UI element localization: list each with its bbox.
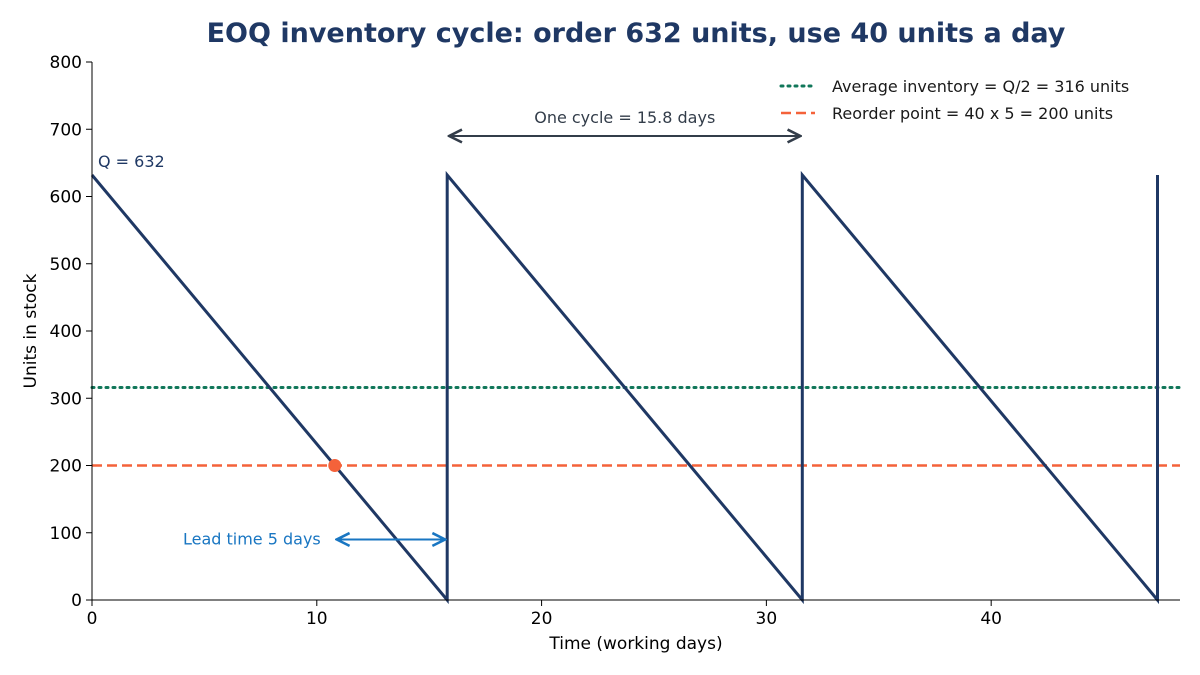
y-tick-label: 100 xyxy=(50,524,82,544)
x-tick-label: 0 xyxy=(87,609,98,629)
x-tick-label: 40 xyxy=(980,609,1002,629)
legend-reorder-label: Reorder point = 40 x 5 = 200 units xyxy=(832,104,1113,123)
legend: Average inventory = Q/2 = 316 units Reor… xyxy=(779,77,1129,123)
y-tick-label: 400 xyxy=(50,322,82,342)
y-tick-label: 800 xyxy=(50,53,82,73)
y-tick-label: 700 xyxy=(50,120,82,140)
x-axis-label: Time (working days) xyxy=(548,634,722,654)
axes: 0 10 20 30 40 0 100 200 300 400 500 600 700 800 xyxy=(50,53,1180,629)
y-tick-label: 600 xyxy=(50,188,82,208)
y-axis-ticks: 0 100 200 300 400 500 600 700 800 xyxy=(50,53,92,611)
legend-average-label: Average inventory = Q/2 = 316 units xyxy=(832,77,1129,96)
y-tick-label: 300 xyxy=(50,389,82,409)
x-tick-label: 30 xyxy=(756,609,778,629)
chart-title: EOQ inventory cycle: order 632 units, us… xyxy=(207,18,1066,49)
y-tick-label: 500 xyxy=(50,255,82,275)
q-label: Q = 632 xyxy=(98,152,165,171)
annotations: Q = 632 One cycle = 15.8 days Lead time … xyxy=(98,108,800,548)
reference-lines xyxy=(90,385,1182,467)
markers xyxy=(328,459,342,472)
x-axis-ticks: 0 10 20 30 40 xyxy=(87,600,1002,629)
y-axis-label: Units in stock xyxy=(21,273,41,388)
reorder-point-marker xyxy=(328,459,342,472)
lead-time-label: Lead time 5 days xyxy=(183,529,321,548)
cycle-label: One cycle = 15.8 days xyxy=(534,108,715,127)
x-tick-label: 10 xyxy=(306,609,328,629)
y-tick-label: 200 xyxy=(50,457,82,477)
y-tick-label: 0 xyxy=(71,591,82,611)
x-tick-label: 20 xyxy=(531,609,553,629)
